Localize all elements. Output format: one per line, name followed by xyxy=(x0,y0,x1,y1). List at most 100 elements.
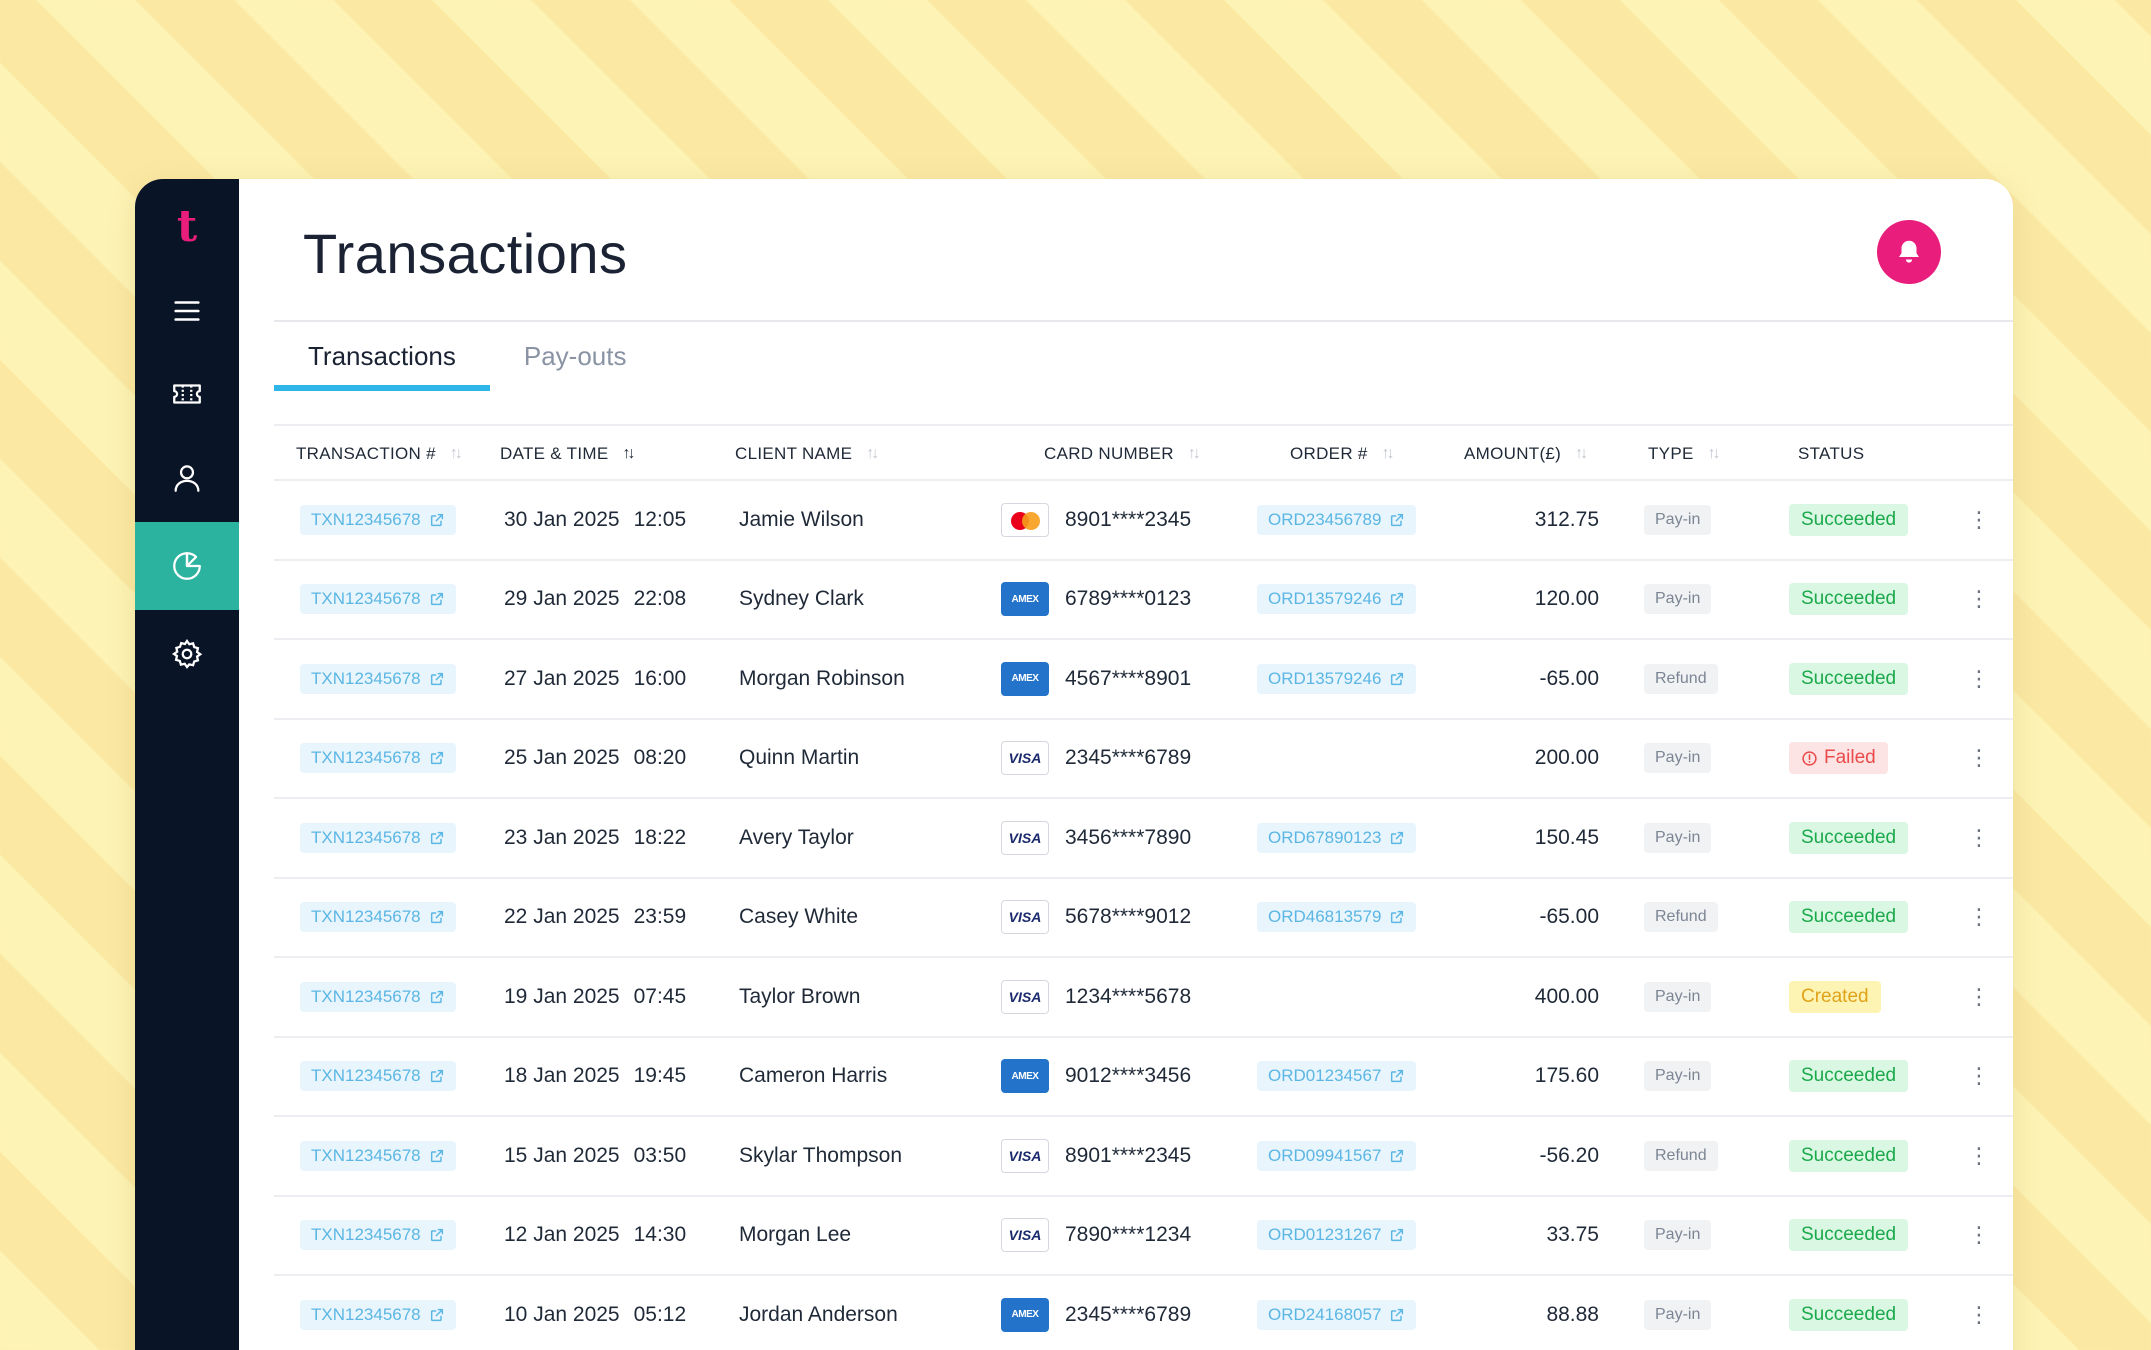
more-vertical-icon: ⋮ xyxy=(1968,1301,1990,1327)
table-row[interactable]: TXN12345678 23 Jan 2025 18:22 Avery Taylor V… xyxy=(274,799,2013,879)
brand-logo[interactable]: t xyxy=(176,200,198,252)
order-cell: ORD09941567 xyxy=(1257,1117,1417,1195)
external-link-icon xyxy=(430,1229,443,1242)
more-vertical-icon: ⋮ xyxy=(1968,1222,1990,1248)
type-cell: Pay-in xyxy=(1644,1276,1712,1350)
sidebar-item-reports[interactable] xyxy=(135,522,239,610)
column-header-amount[interactable]: AMOUNT(£) ↑↓ xyxy=(1464,443,1588,463)
table-row[interactable]: TXN12345678 27 Jan 2025 16:00 Morgan Robins… xyxy=(274,640,2013,720)
tab-payouts[interactable]: Pay-outs xyxy=(523,340,627,371)
transaction-cell: TXN12345678 xyxy=(300,1117,456,1195)
time-text: 16:00 xyxy=(633,666,687,690)
transaction-cell: TXN12345678 xyxy=(300,720,456,798)
transaction-link[interactable]: TXN12345678 xyxy=(300,1299,456,1330)
order-link[interactable]: ORD24168057 xyxy=(1257,1299,1417,1330)
sidebar-item-users[interactable] xyxy=(135,434,239,522)
table-row[interactable]: TXN12345678 22 Jan 2025 23:59 Casey White VI… xyxy=(274,879,2013,958)
sort-icon[interactable]: ↑↓ xyxy=(1187,444,1201,462)
transaction-link[interactable]: TXN12345678 xyxy=(300,743,456,774)
date-text: 29 Jan 2025 xyxy=(504,587,620,611)
menu-icon xyxy=(174,301,200,321)
type-badge: Pay-in xyxy=(1644,584,1712,615)
order-link[interactable]: ORD23456789 xyxy=(1257,504,1417,535)
sort-icon[interactable]: ↑↓ xyxy=(1575,444,1588,462)
table-row[interactable]: TXN12345678 10 Jan 2025 05:12 Jordan Anders… xyxy=(274,1276,2013,1350)
row-menu-button[interactable]: ⋮ xyxy=(1968,640,1990,718)
transaction-link[interactable]: TXN12345678 xyxy=(300,1061,456,1092)
column-header-status[interactable]: STATUS xyxy=(1798,443,1865,463)
row-menu-button[interactable]: ⋮ xyxy=(1968,1038,1990,1116)
status-badge: Succeeded xyxy=(1789,1298,1909,1331)
transaction-link[interactable]: TXN12345678 xyxy=(300,504,456,535)
row-menu-button[interactable]: ⋮ xyxy=(1968,720,1990,798)
sort-icon[interactable]: ↑↓ xyxy=(1381,444,1395,462)
amount: 175.60 xyxy=(1534,1064,1599,1088)
sort-icon[interactable]: ↑↓ xyxy=(449,444,463,462)
type-badge: Refund xyxy=(1644,1140,1718,1171)
row-menu-button[interactable]: ⋮ xyxy=(1968,1276,1990,1350)
sidebar-item-settings[interactable] xyxy=(135,610,239,698)
transaction-link[interactable]: TXN12345678 xyxy=(300,981,456,1012)
external-link-icon xyxy=(430,990,443,1003)
table-row[interactable]: TXN12345678 15 Jan 2025 03:50 Skylar Thomps… xyxy=(274,1117,2013,1197)
table-row[interactable]: TXN12345678 18 Jan 2025 19:45 Cameron Harri… xyxy=(274,1038,2013,1117)
sort-active-icon[interactable]: ↑↓ xyxy=(622,444,635,462)
client-name: Taylor Brown xyxy=(739,984,861,1008)
row-menu-button[interactable]: ⋮ xyxy=(1968,1197,1990,1275)
app-window: t Transactions Transactions Pay-outs T xyxy=(135,179,2013,1350)
transaction-cell: TXN12345678 xyxy=(300,1276,456,1350)
order-link[interactable]: ORD46813579 xyxy=(1257,902,1417,933)
notifications-button[interactable] xyxy=(1877,220,1941,284)
order-link[interactable]: ORD01234567 xyxy=(1257,1061,1417,1092)
amount: 33.75 xyxy=(1546,1223,1599,1247)
column-header-transaction[interactable]: TRANSACTION # ↑↓ xyxy=(296,443,463,463)
type-cell: Refund xyxy=(1644,1117,1718,1195)
time-text: 22:08 xyxy=(633,587,687,611)
amount: 150.45 xyxy=(1534,825,1599,849)
visa-icon: VISA xyxy=(1001,1218,1049,1253)
sort-icon[interactable]: ↑↓ xyxy=(1707,444,1721,462)
table-row[interactable]: TXN12345678 29 Jan 2025 22:08 Sydney Clark A… xyxy=(274,561,2013,640)
transaction-link[interactable]: TXN12345678 xyxy=(300,663,456,694)
date-text: 23 Jan 2025 xyxy=(504,825,620,849)
type-badge: Refund xyxy=(1644,902,1718,933)
table-row[interactable]: TXN12345678 19 Jan 2025 07:45 Taylor Brown V… xyxy=(274,958,2013,1038)
column-header-client[interactable]: CLIENT NAME ↑↓ xyxy=(735,443,879,463)
client-name: Cameron Harris xyxy=(739,1064,888,1088)
tab-transactions[interactable]: Transactions xyxy=(274,321,490,391)
order-link[interactable]: ORD09941567 xyxy=(1257,1140,1417,1171)
order-link[interactable]: ORD13579246 xyxy=(1257,663,1417,694)
row-menu-button[interactable]: ⋮ xyxy=(1968,481,1990,559)
transaction-link[interactable]: TXN12345678 xyxy=(300,822,456,853)
sort-icon[interactable]: ↑↓ xyxy=(866,444,879,462)
column-header-type[interactable]: TYPE ↑↓ xyxy=(1648,443,1721,463)
order-link[interactable]: ORD01231267 xyxy=(1257,1220,1417,1251)
table-row[interactable]: TXN12345678 25 Jan 2025 08:20 Quinn Martin V… xyxy=(274,720,2013,799)
order-link[interactable]: ORD13579246 xyxy=(1257,584,1417,615)
order-link[interactable]: ORD67890123 xyxy=(1257,822,1417,853)
transaction-link[interactable]: TXN12345678 xyxy=(300,1140,456,1171)
column-header-card[interactable]: CARD NUMBER ↑↓ xyxy=(1044,443,1201,463)
column-header-order[interactable]: ORDER # ↑↓ xyxy=(1290,443,1395,463)
row-menu-button[interactable]: ⋮ xyxy=(1968,879,1990,957)
more-vertical-icon: ⋮ xyxy=(1968,745,1990,771)
table-row[interactable]: TXN12345678 30 Jan 2025 12:05 Jamie Wilson 8… xyxy=(274,481,2013,561)
card-number: 7890****1234 xyxy=(1065,1223,1192,1247)
transaction-link[interactable]: TXN12345678 xyxy=(300,1220,456,1251)
external-link-icon xyxy=(1391,1229,1404,1242)
transaction-link[interactable]: TXN12345678 xyxy=(300,584,456,615)
table-row[interactable]: TXN12345678 12 Jan 2025 14:30 Morgan Lee VIS… xyxy=(274,1197,2013,1276)
row-menu-button[interactable]: ⋮ xyxy=(1968,958,1990,1036)
row-menu-button[interactable]: ⋮ xyxy=(1968,1117,1990,1195)
transaction-link[interactable]: TXN12345678 xyxy=(300,902,456,933)
amex-icon: AMEX xyxy=(1001,582,1049,617)
row-menu-button[interactable]: ⋮ xyxy=(1968,561,1990,639)
menu-button[interactable] xyxy=(135,267,239,355)
column-header-datetime[interactable]: DATE & TIME ↑↓ xyxy=(500,443,635,463)
row-menu-button[interactable]: ⋮ xyxy=(1968,799,1990,877)
type-cell: Pay-in xyxy=(1644,481,1712,559)
external-link-icon xyxy=(1391,513,1404,526)
status-cell: Succeeded xyxy=(1789,1276,1909,1350)
sidebar-item-tickets[interactable] xyxy=(135,350,239,438)
more-vertical-icon: ⋮ xyxy=(1968,1063,1990,1089)
